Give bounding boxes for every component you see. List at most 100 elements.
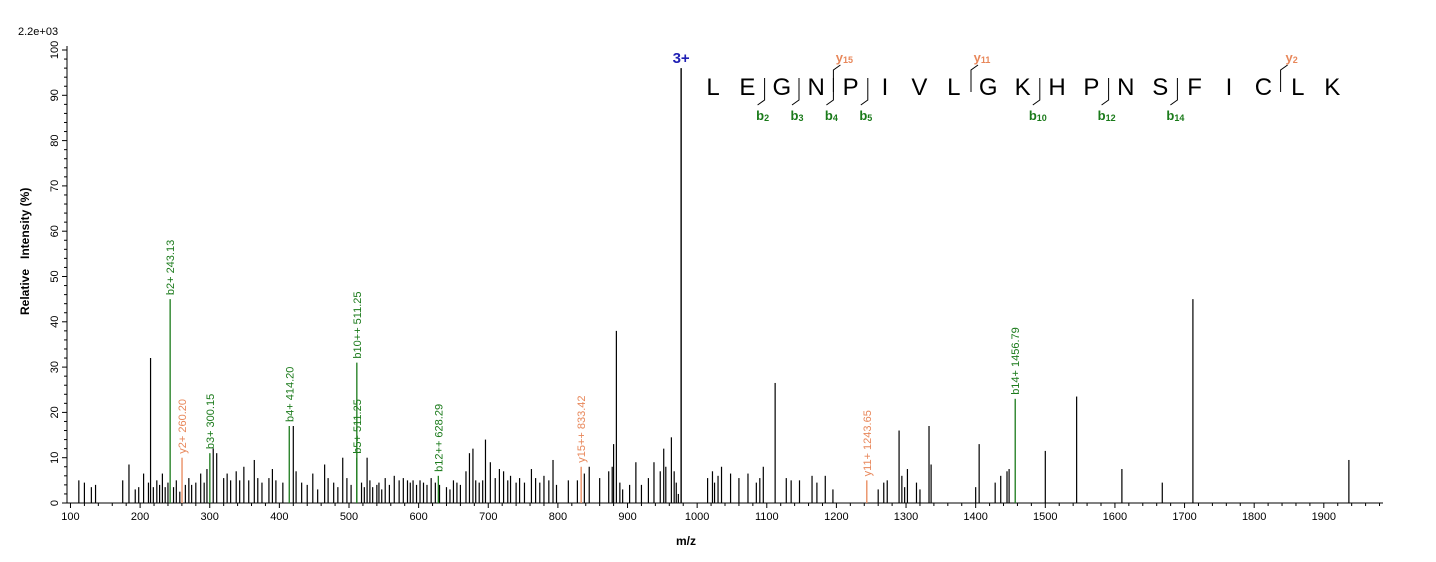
y-tick-label: 90 bbox=[49, 89, 61, 101]
b-ion-cleavage-marker bbox=[757, 78, 766, 106]
sequence-residue: P bbox=[1083, 74, 1099, 101]
b-ion-label: b3 bbox=[791, 108, 804, 123]
b-ion-number: 3 bbox=[798, 113, 803, 123]
sequence-residue: P bbox=[843, 74, 859, 101]
y-tick-label: 20 bbox=[49, 406, 61, 418]
y-ion-number: 15 bbox=[843, 55, 853, 65]
y-ion-label: y2 bbox=[1285, 50, 1297, 65]
y-tick-label: 70 bbox=[49, 180, 61, 192]
sequence-residue: F bbox=[1187, 74, 1202, 101]
x-tick-label: 1600 bbox=[1103, 511, 1127, 523]
b-ion-cleavage-marker bbox=[1101, 78, 1110, 106]
b-ion-number: 4 bbox=[833, 113, 838, 123]
peak-annotation-label: b5+ 511.25 bbox=[352, 399, 364, 454]
y-axis: 0 10 20 30 40 50 60 70 80 90 100 bbox=[49, 41, 68, 506]
sequence-residue: L bbox=[1291, 74, 1304, 101]
sequence-residue: L bbox=[947, 74, 960, 101]
x-axis: 100 200 300 400 500 600 700 800 900 1000 1100 1200 1… bbox=[61, 502, 1383, 523]
y-tick-label: 60 bbox=[49, 225, 61, 237]
sequence-residue: H bbox=[1048, 74, 1065, 101]
peak-annotation-label: b10++ 511.25 bbox=[352, 291, 364, 358]
b-ion-number: 10 bbox=[1037, 113, 1047, 123]
x-tick-label: 700 bbox=[479, 511, 497, 523]
y-ion-label: y15 bbox=[836, 50, 853, 65]
sequence-residue: G bbox=[772, 74, 791, 101]
sequence-residue: L bbox=[706, 74, 719, 101]
sequence-residue: K bbox=[1324, 74, 1340, 101]
y-ion-number: 2 bbox=[1293, 55, 1298, 65]
x-tick-label: 300 bbox=[201, 511, 219, 523]
x-tick-label: 1900 bbox=[1312, 511, 1336, 523]
y-ion-cleavage-marker bbox=[1280, 64, 1288, 92]
peak-annotation-label: b12++ 628.29 bbox=[433, 404, 445, 472]
sequence-residue: I bbox=[1226, 74, 1233, 101]
x-tick-label: 900 bbox=[618, 511, 636, 523]
y-ion-cleavage-marker bbox=[832, 64, 841, 92]
y-tick-label: 80 bbox=[49, 134, 61, 146]
sequence-residue: C bbox=[1255, 74, 1272, 101]
y-tick-label: 0 bbox=[49, 500, 61, 506]
b-ion-number: 5 bbox=[867, 113, 872, 123]
y-ion-label: y11 bbox=[974, 50, 991, 65]
x-tick-label: 1300 bbox=[894, 511, 918, 523]
x-tick-label: 1400 bbox=[963, 511, 987, 523]
peak-annotation-label: b3+ 300.15 bbox=[205, 394, 217, 449]
x-axis-title: m/z bbox=[676, 534, 696, 548]
sequence-residue: N bbox=[1117, 74, 1134, 101]
b-ion-label: b12 bbox=[1098, 108, 1116, 123]
x-tick-label: 100 bbox=[61, 511, 79, 523]
y-tick-label: 40 bbox=[49, 316, 61, 328]
x-tick-label: 600 bbox=[409, 511, 427, 523]
x-tick-label: 400 bbox=[270, 511, 288, 523]
b-ion-label: b2 bbox=[756, 108, 769, 123]
sequence-residue: V bbox=[911, 74, 927, 101]
b-ion-label: b10 bbox=[1029, 108, 1047, 123]
y-tick-label: 50 bbox=[49, 270, 61, 282]
sequence-residue: G bbox=[979, 74, 998, 101]
y-tick-label: 30 bbox=[49, 361, 61, 373]
b-ion-number: 12 bbox=[1106, 113, 1116, 123]
b-ion-cleavage-marker bbox=[860, 78, 869, 106]
x-tick-label: 1500 bbox=[1033, 511, 1057, 523]
x-tick-label: 1700 bbox=[1172, 511, 1196, 523]
b-ion-cleavage-marker bbox=[1032, 78, 1041, 106]
peak-annotation-label: y11+ 1243.65 bbox=[862, 410, 874, 476]
b-ion-label: b14 bbox=[1166, 108, 1184, 123]
annotated-peaks: b2+ 243.13 y2+ 260.20 b3+ 300.15 b4+ 414.20… bbox=[165, 240, 1022, 503]
x-tick-label: 200 bbox=[131, 511, 149, 523]
x-tick-label: 1000 bbox=[685, 511, 709, 523]
x-tick-label: 800 bbox=[549, 511, 567, 523]
y-axis-title-word-2: Intensity (%) bbox=[18, 188, 32, 259]
y-tick-label: 10 bbox=[49, 452, 61, 464]
sequence-residue: S bbox=[1152, 74, 1168, 101]
y-ion-cleavage-marker bbox=[970, 64, 979, 92]
b-ion-cleavage-marker bbox=[791, 78, 800, 106]
precursor-charge-label: 3+ bbox=[673, 50, 690, 67]
sequence-residue: I bbox=[882, 74, 889, 101]
b-ion-label: b4 bbox=[825, 108, 838, 123]
y-axis-title-word-1: Relative bbox=[18, 269, 32, 315]
peak-annotation-label: b14+ 1456.79 bbox=[1010, 327, 1022, 395]
y-tick-label: 100 bbox=[49, 41, 61, 59]
y-ion-number: 11 bbox=[981, 55, 991, 65]
b-ion-label: b5 bbox=[859, 108, 872, 123]
b-ion-number: 2 bbox=[764, 113, 769, 123]
peak-annotation-label: b2+ 243.13 bbox=[165, 240, 177, 295]
b-ion-cleavage-marker bbox=[1170, 78, 1178, 106]
x-tick-label: 1200 bbox=[824, 511, 848, 523]
intensity-scale-label: 2.2e+03 bbox=[18, 26, 58, 38]
b-ion-number: 14 bbox=[1174, 113, 1184, 123]
sequence-residue: K bbox=[1015, 74, 1031, 101]
x-tick-label: 1100 bbox=[755, 511, 779, 523]
b-ion-cleavage-marker bbox=[826, 78, 834, 106]
x-tick-label: 1800 bbox=[1242, 511, 1266, 523]
spectrum-peaks: 3+ bbox=[78, 50, 1350, 503]
sequence-residue: N bbox=[808, 74, 825, 101]
peak-annotation-label: y2+ 260.20 bbox=[177, 399, 189, 454]
peak-annotation-label: y15++ 833.42 bbox=[576, 395, 588, 462]
x-tick-label: 500 bbox=[340, 511, 358, 523]
sequence-residue: E bbox=[739, 74, 755, 101]
peak-annotation-label: b4+ 414.20 bbox=[284, 367, 296, 422]
